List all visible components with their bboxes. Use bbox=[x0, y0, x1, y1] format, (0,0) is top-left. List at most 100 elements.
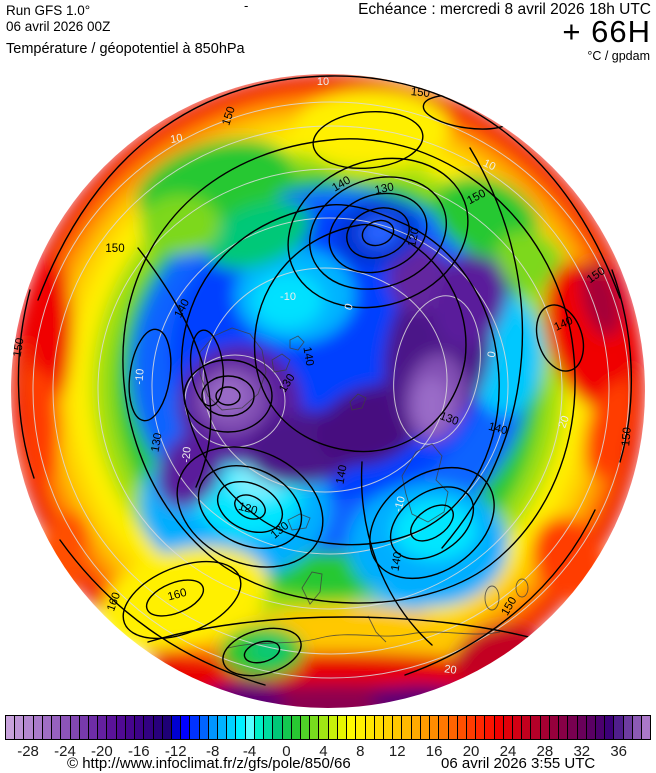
temperature-contour-label: 10 bbox=[59, 661, 75, 676]
colorbar-cell bbox=[282, 716, 292, 739]
colorbar-cell bbox=[227, 716, 237, 739]
colorbar-tick-label: -24 bbox=[54, 743, 76, 760]
geopotential-contour-label: 140 bbox=[487, 421, 509, 438]
colorbar-cell bbox=[614, 716, 624, 739]
valid-time: Echéance : mercredi 8 avril 2026 18h UTC bbox=[358, 1, 651, 18]
geopotential-contour-label: 150 bbox=[220, 105, 237, 127]
colorbar-cell bbox=[6, 716, 16, 739]
geopotential-contour-label: 130 bbox=[374, 181, 395, 197]
colorbar-cell bbox=[374, 716, 384, 739]
colorbar-cell bbox=[116, 716, 126, 739]
colorbar-cell bbox=[540, 716, 550, 739]
colorbar-cell bbox=[291, 716, 301, 739]
temperature-contour-label: 0 bbox=[486, 350, 499, 358]
colorbar-cell bbox=[208, 716, 219, 739]
geopotential-contour-label: 150 bbox=[620, 427, 634, 447]
temperature-contour-label: 20 bbox=[556, 414, 571, 430]
colorbar-cell bbox=[494, 716, 504, 739]
colorbar-cell bbox=[347, 716, 357, 739]
temperature-contour-label: -10 bbox=[133, 368, 146, 385]
units-label: °C / gpdam bbox=[587, 49, 650, 63]
temperature-contours bbox=[32, 101, 630, 679]
geopotential-contour-label: 140 bbox=[334, 464, 349, 485]
colorbar-cell bbox=[513, 716, 523, 739]
colorbar-cell bbox=[162, 716, 172, 739]
geopotential-contour-label: 150 bbox=[410, 86, 430, 100]
geopotential-contour-label: 120 bbox=[406, 227, 422, 248]
geopotential-contour-label: 160 bbox=[166, 587, 188, 604]
colorbar-cell bbox=[98, 716, 108, 739]
temperature-contour-label: -20 bbox=[180, 446, 193, 463]
colorbar-tick-label: -20 bbox=[91, 743, 113, 760]
colorbar-cell bbox=[448, 716, 458, 739]
colorbar-cell bbox=[623, 716, 633, 739]
colorbar-cell bbox=[33, 716, 43, 739]
colorbar-cell bbox=[605, 716, 615, 739]
temperature-contour-label: -10 bbox=[392, 495, 408, 513]
colorbar-cell bbox=[642, 716, 651, 739]
colorbar-cell bbox=[531, 716, 541, 739]
geopotential-contour-label: 150 bbox=[105, 243, 124, 255]
colorbar-tick-label: 0 bbox=[282, 743, 291, 760]
colorbar-cell bbox=[549, 716, 560, 739]
colorbar-tick-label: 32 bbox=[573, 743, 591, 760]
temperature-contour-label: 10 bbox=[169, 132, 183, 146]
variable-title: Température / géopotentiel à 850hPa bbox=[6, 41, 245, 57]
colorbar-tick-label: 4 bbox=[319, 743, 328, 760]
colorbar-cell bbox=[144, 716, 154, 739]
colorbar-tick-label: 24 bbox=[499, 743, 517, 760]
colorbar-cell bbox=[70, 716, 80, 739]
colorbar-cell bbox=[218, 716, 228, 739]
temperature-contour-label: 10 bbox=[481, 157, 497, 173]
colorbar-cell bbox=[466, 716, 477, 739]
colorbar-cell bbox=[310, 716, 320, 739]
colorbar-tick-label: -4 bbox=[242, 743, 257, 760]
colorbar-cell bbox=[457, 716, 467, 739]
colorbar-cell bbox=[153, 716, 163, 739]
colorbar-cell bbox=[107, 716, 117, 739]
colorbar-cell bbox=[125, 716, 136, 739]
colorbar-cell bbox=[328, 716, 338, 739]
colorbar-cell bbox=[383, 716, 394, 739]
colorbar-cell bbox=[485, 716, 495, 739]
colorbar-cell bbox=[79, 716, 89, 739]
model-run-info: Run GFS 1.0° 06 avril 2026 00Z bbox=[6, 3, 111, 34]
colorbar-ticks: -28 -24 -20 -16 -12 -8 -4 0 4 8 12 16 20 24 28 32 36 bbox=[0, 743, 656, 760]
geopotential-contour-label: 140 bbox=[389, 551, 404, 572]
colorbar-cell bbox=[586, 716, 596, 739]
colorbar-cell bbox=[393, 716, 403, 739]
colorbar-cell bbox=[430, 716, 440, 739]
colorbar-cell bbox=[596, 716, 606, 739]
colorbar-tick-label: 20 bbox=[462, 743, 480, 760]
colorbar-cell bbox=[301, 716, 311, 739]
colorbar-tick-label: 16 bbox=[425, 743, 443, 760]
colorbar-cell bbox=[337, 716, 348, 739]
colorbar-tick-label: -16 bbox=[127, 743, 150, 760]
colorbar bbox=[5, 715, 651, 740]
colorbar-cell bbox=[236, 716, 246, 739]
temperature-contour-label: 10 bbox=[317, 76, 329, 88]
colorbar-cell bbox=[559, 716, 569, 739]
colorbar-cell bbox=[577, 716, 587, 739]
colorbar-cell bbox=[522, 716, 532, 739]
colorbar-cell bbox=[88, 716, 99, 739]
colorbar-cell bbox=[264, 716, 274, 739]
colorbar-tick-label: -8 bbox=[205, 743, 220, 760]
colorbar-tick-label: 36 bbox=[610, 743, 628, 760]
colorbar-cell bbox=[42, 716, 53, 739]
colorbar-cell bbox=[24, 716, 34, 739]
colorbar-cell bbox=[61, 716, 71, 739]
copyright-url: © http://www.infoclimat.fr/z/gfs/pole/85… bbox=[67, 755, 351, 772]
colorbar-cell bbox=[181, 716, 191, 739]
geopotential-contour-label: 140 bbox=[300, 346, 315, 367]
geopotential-contour-label: 130 bbox=[149, 432, 164, 453]
generation-time: 06 avril 2026 3:55 UTC bbox=[441, 755, 596, 772]
geopotential-contour-label: 150 bbox=[11, 337, 26, 358]
colorbar-cell bbox=[245, 716, 255, 739]
colorbar-cell bbox=[190, 716, 200, 739]
colorbar-cell bbox=[632, 716, 643, 739]
colorbar-cell bbox=[411, 716, 421, 739]
forecast-hour: + 66H bbox=[562, 14, 651, 49]
